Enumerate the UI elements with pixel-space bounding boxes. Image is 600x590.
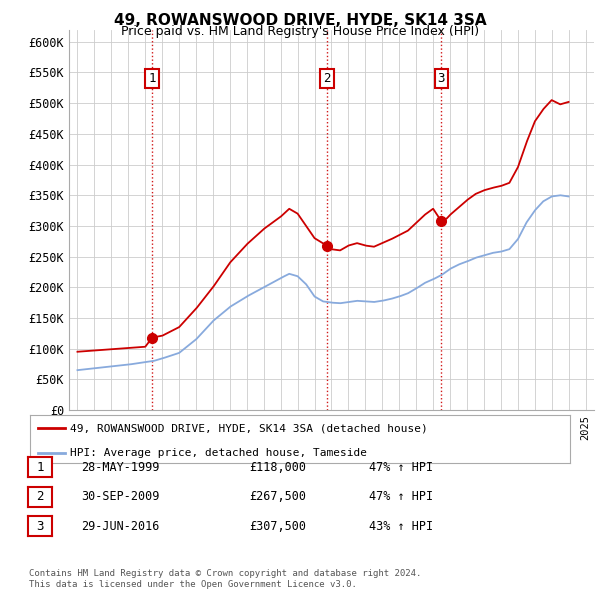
Text: 28-MAY-1999: 28-MAY-1999 [81,461,160,474]
Text: 49, ROWANSWOOD DRIVE, HYDE, SK14 3SA: 49, ROWANSWOOD DRIVE, HYDE, SK14 3SA [113,13,487,28]
Text: £118,000: £118,000 [249,461,306,474]
Text: Price paid vs. HM Land Registry's House Price Index (HPI): Price paid vs. HM Land Registry's House … [121,25,479,38]
Text: 1: 1 [148,72,156,85]
Text: 30-SEP-2009: 30-SEP-2009 [81,490,160,503]
Text: 2: 2 [37,490,44,503]
Text: 1: 1 [37,461,44,474]
Text: 47% ↑ HPI: 47% ↑ HPI [369,490,433,503]
Text: 29-JUN-2016: 29-JUN-2016 [81,520,160,533]
Text: HPI: Average price, detached house, Tameside: HPI: Average price, detached house, Tame… [71,447,367,457]
Text: 49, ROWANSWOOD DRIVE, HYDE, SK14 3SA (detached house): 49, ROWANSWOOD DRIVE, HYDE, SK14 3SA (de… [71,423,428,433]
Text: 47% ↑ HPI: 47% ↑ HPI [369,461,433,474]
Text: £267,500: £267,500 [249,490,306,503]
Text: Contains HM Land Registry data © Crown copyright and database right 2024.
This d: Contains HM Land Registry data © Crown c… [29,569,421,589]
Text: 3: 3 [437,72,445,85]
Text: 2: 2 [323,72,331,85]
Text: £307,500: £307,500 [249,520,306,533]
Text: 3: 3 [37,520,44,533]
Text: 43% ↑ HPI: 43% ↑ HPI [369,520,433,533]
